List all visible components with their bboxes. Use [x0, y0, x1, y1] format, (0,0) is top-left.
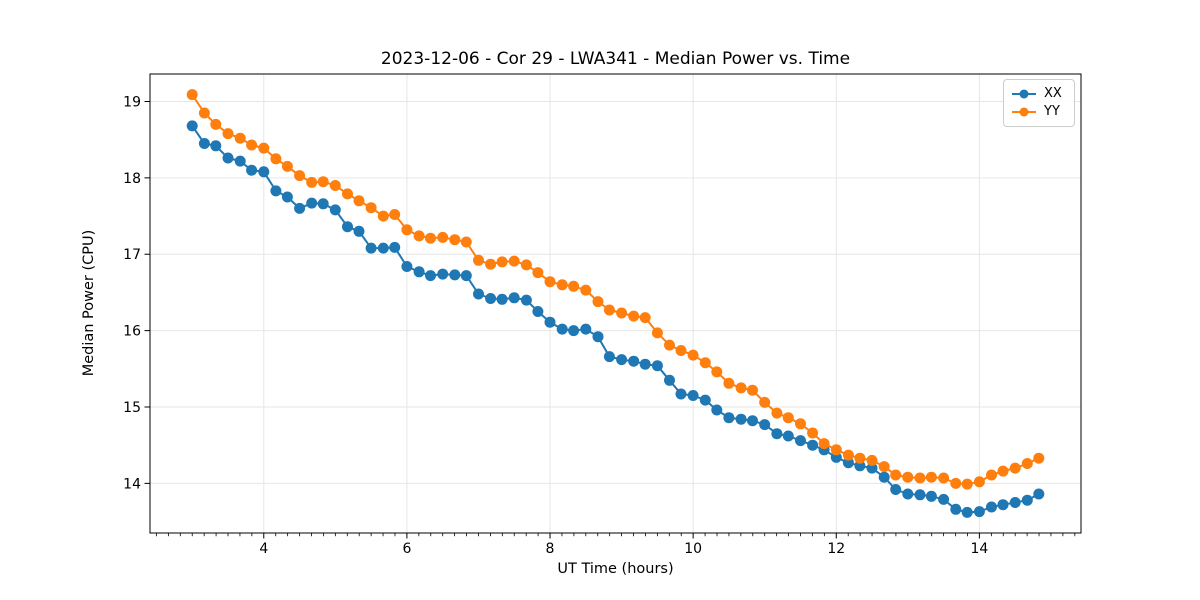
x-tick-label: 12 [827, 541, 845, 557]
x-tick-label: 14 [970, 541, 988, 557]
y-tick-label: 15 [123, 400, 141, 416]
x-tick-label: 6 [402, 541, 411, 557]
legend-label-xx: XX [1044, 86, 1062, 101]
y-tick-label: 17 [123, 247, 141, 263]
x-axis-label: UT Time (hours) [557, 561, 674, 577]
x-tick-label: 4 [259, 541, 268, 557]
dot-swatch-icon [1019, 107, 1029, 117]
x-tick-label: 10 [684, 541, 702, 557]
legend-marker-yy-icon [1012, 107, 1036, 117]
legend: XX YY [1003, 79, 1075, 127]
y-tick-label: 19 [123, 94, 141, 110]
legend-marker-xx-icon [1012, 89, 1036, 99]
legend-label-yy: YY [1044, 104, 1060, 119]
y-axis-label: Median Power (CPU) [81, 229, 97, 377]
x-tick-label: 8 [546, 541, 555, 557]
chart-title: 2023-12-06 - Cor 29 - LWA341 - Median Po… [380, 49, 851, 69]
y-tick-label: 14 [123, 476, 141, 492]
y-tick-label: 18 [123, 171, 141, 187]
legend-entry-xx: XX [1012, 85, 1065, 103]
y-tick-label: 16 [123, 324, 141, 340]
dot-swatch-icon [1019, 89, 1029, 99]
legend-entry-yy: YY [1012, 103, 1065, 121]
